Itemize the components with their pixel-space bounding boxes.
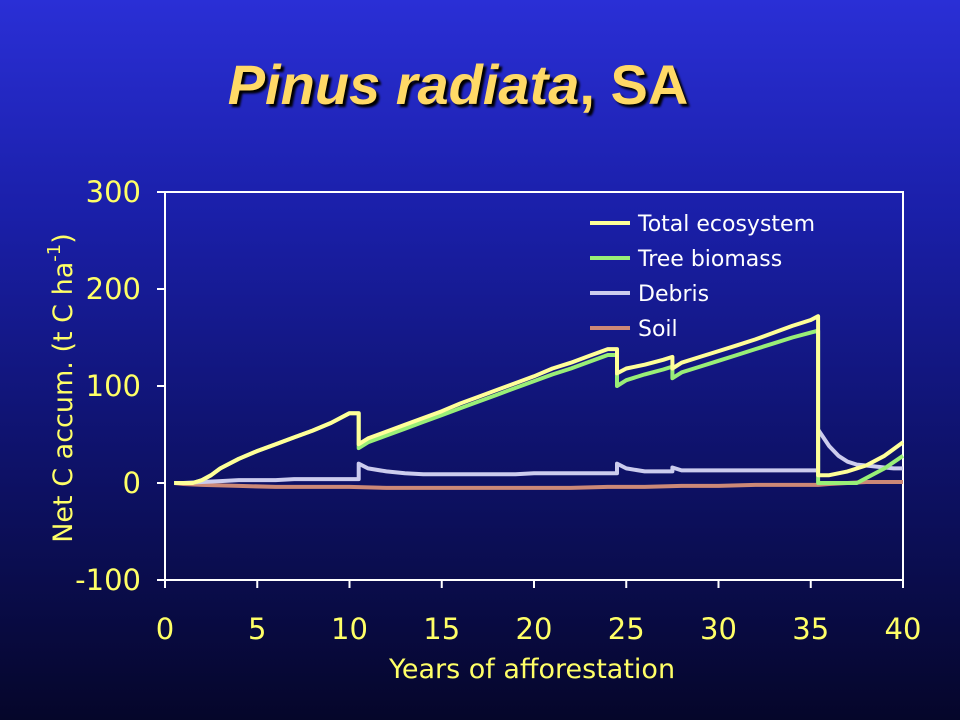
y-axis-label-end: ) (48, 233, 79, 244)
y-axis-label-main: Net C accum. (t C ha (48, 262, 79, 543)
y-tick-label: 200 (86, 272, 141, 306)
y-tick-label: 0 (123, 466, 141, 500)
y-tick-label: 300 (86, 175, 141, 209)
series-line-total-ecosystem (174, 314, 905, 485)
legend-label: Tree biomass (637, 247, 782, 272)
plot-area (164, 191, 904, 581)
legend-label: Soil (638, 317, 678, 342)
x-tick-label: 35 (792, 612, 829, 646)
slide-title: Pinus radiata, SA (0, 52, 916, 117)
series-line-tree-biomass (174, 328, 905, 485)
y-axis-label-superscript: -1 (44, 244, 65, 262)
x-tick-label: 20 (516, 612, 553, 646)
x-tick-label: 40 (885, 612, 922, 646)
y-axis-label: Net C accum. (t C ha-1) (44, 233, 79, 543)
x-tick-label: 10 (331, 612, 368, 646)
x-axis-label: Years of afforestation (388, 654, 675, 685)
title-species: Pinus radiata (227, 53, 580, 116)
legend-label: Debris (638, 282, 709, 307)
title-location: , SA (579, 53, 689, 116)
x-tick-label: 30 (700, 612, 737, 646)
y-tick-label: -100 (75, 563, 141, 597)
x-tick-label: 0 (156, 612, 174, 646)
x-tick-label: 5 (248, 612, 266, 646)
legend-label: Total ecosystem (637, 212, 815, 237)
x-tick-label: 15 (423, 612, 460, 646)
x-tick-label: 25 (608, 612, 645, 646)
y-tick-label: 100 (86, 369, 141, 403)
series-line-soil (173, 480, 903, 490)
series-line-debris (174, 427, 903, 485)
